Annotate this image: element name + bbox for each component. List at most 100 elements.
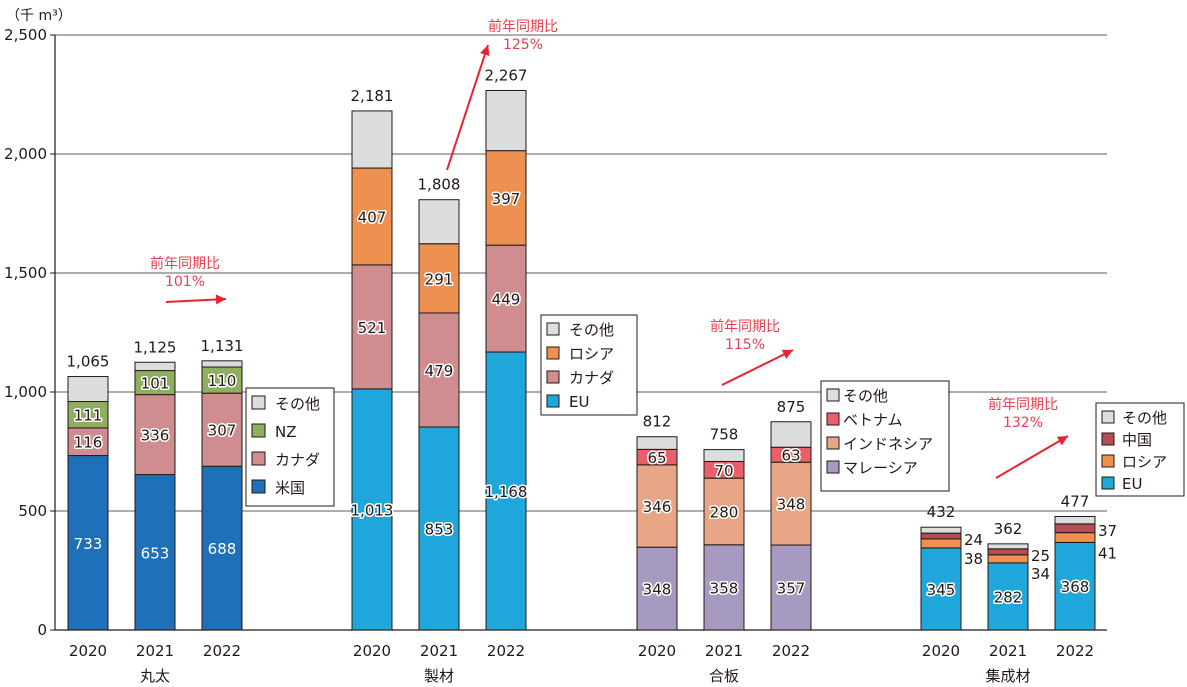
- x-tick-label-year: 2020: [353, 642, 391, 660]
- legend-swatch: [826, 412, 840, 426]
- bar-total-label: 2,181: [351, 87, 394, 105]
- y-tick-label: 1,500: [4, 264, 47, 282]
- segment-value-label: 449: [492, 291, 521, 309]
- y-tick-label: 2,500: [4, 26, 47, 44]
- segment-value-label: 348: [643, 581, 672, 599]
- segment-value-label: 65: [647, 449, 666, 467]
- bar-segment-丸太-2022-米国: [201, 465, 243, 631]
- legend-label: EU: [569, 393, 589, 411]
- bar-segment-製材-2020-カナダ: [351, 264, 393, 390]
- legend-swatch: [1101, 410, 1115, 424]
- bar-segment-集成材-2021-中国: [987, 548, 1029, 556]
- x-tick-label-year: 2022: [1056, 642, 1094, 660]
- legend-label: インドネシア: [843, 435, 933, 453]
- x-tick-label-year: 2022: [203, 642, 241, 660]
- bar-total-label: 1,125: [134, 338, 177, 356]
- segment-value-label: 282: [994, 588, 1023, 606]
- x-category-label: 丸太: [140, 667, 170, 685]
- segment-value-label: 116: [74, 434, 103, 452]
- bar-segment-製材-2021-EU: [418, 426, 460, 631]
- bar-segment-丸太-2022-その他: [201, 360, 243, 368]
- legend-label: マレーシア: [843, 459, 918, 477]
- bar-total-label: 362: [994, 520, 1023, 538]
- yoy-annotation-value: 101%: [165, 274, 205, 290]
- legend-swatch: [826, 436, 840, 450]
- segment-value-label: 348: [777, 496, 806, 514]
- bar-segment-製材-2020-EU: [351, 388, 393, 631]
- x-category-label: 集成材: [985, 667, 1030, 685]
- segment-value-label: 357: [777, 580, 806, 598]
- trend-arrow-line: [446, 44, 489, 171]
- legend-label: ベトナム: [843, 411, 903, 429]
- x-category-label: 合板: [709, 667, 739, 685]
- bar-segment-合板-2020-マレーシア: [636, 546, 678, 631]
- y-tick-label: 0: [37, 621, 47, 639]
- x-tick-label-year: 2020: [69, 642, 107, 660]
- bar-segment-合板-2022-マレーシア: [770, 544, 812, 631]
- legend-label: 中国: [1122, 431, 1152, 449]
- bar-segment-丸太-2020-カナダ: [67, 427, 109, 457]
- y-tick-label: 1,000: [4, 383, 47, 401]
- segment-value-label: 853: [425, 520, 454, 538]
- bar-segment-集成材-2022-その他: [1054, 515, 1096, 525]
- segment-value-label: 110: [208, 372, 237, 390]
- x-tick-label-year: 2021: [420, 642, 458, 660]
- x-tick-label-year: 2021: [989, 642, 1027, 660]
- bar-segment-集成材-2020-EU: [920, 547, 962, 631]
- y-tick-label: 500: [18, 502, 47, 520]
- legend-label: 米国: [275, 479, 305, 497]
- bar-segment-製材-2021-その他: [418, 199, 460, 245]
- arrow-head-icon: [781, 349, 793, 359]
- bar-segment-製材-2022-カナダ: [485, 244, 527, 353]
- segment-side-label: 41: [1098, 544, 1117, 562]
- segment-value-label: 358: [710, 579, 739, 597]
- bar-total-label: 875: [777, 398, 806, 416]
- legend-swatch: [1101, 432, 1115, 446]
- bar-total-label: 812: [643, 413, 672, 431]
- bar-segment-丸太-2021-米国: [134, 474, 176, 631]
- bar-segment-合板-2020-インドネシア: [636, 464, 678, 548]
- bar-total-label: 2,267: [485, 66, 528, 84]
- segment-value-label: 307: [208, 422, 237, 440]
- arrow-head-icon: [480, 45, 490, 57]
- segment-value-label: 479: [425, 362, 454, 380]
- yoy-annotation-title: 前年同期比: [710, 318, 780, 335]
- bar-segment-集成材-2022-EU: [1054, 541, 1096, 631]
- yoy-annotation-value: 125%: [503, 37, 543, 53]
- bar-segment-集成材-2020-ロシア: [920, 538, 962, 549]
- bar-segment-合板-2022-その他: [770, 421, 812, 448]
- bar-segment-集成材-2021-EU: [987, 562, 1029, 631]
- segment-value-label: 733: [74, 535, 103, 553]
- segment-side-label: 25: [1031, 547, 1050, 565]
- segment-side-label: 24: [964, 531, 983, 549]
- legend-label: EU: [1122, 475, 1142, 493]
- legend-label: ロシア: [1122, 453, 1167, 471]
- segment-value-label: 101: [141, 375, 170, 393]
- bar-segment-丸太-2021-NZ: [134, 370, 176, 396]
- segment-value-label: 521: [358, 319, 387, 337]
- segment-value-label: 63: [781, 447, 800, 465]
- segment-value-label: 1,013: [351, 501, 394, 519]
- bar-segment-製材-2022-EU: [485, 351, 527, 631]
- x-tick-label-year: 2020: [638, 642, 676, 660]
- x-category-label: 製材: [424, 667, 454, 685]
- bar-total-label: 1,808: [418, 176, 461, 194]
- yoy-annotation-title: 前年同期比: [150, 255, 220, 272]
- legend-swatch: [251, 395, 266, 410]
- annotations: 前年同期比 101% 前年同期比 125% 前年同期比 115% 前年同期比 132%: [150, 18, 1069, 479]
- segment-value-label: 688: [208, 540, 237, 558]
- legend-swatch: [546, 394, 560, 408]
- legend-swatch: [251, 479, 266, 494]
- segment-value-label: 1,168: [485, 483, 528, 501]
- trend-arrow-line: [165, 298, 227, 303]
- bar-total-label: 1,131: [201, 337, 244, 355]
- legend-swatch: [826, 388, 840, 402]
- segment-value-label: 397: [492, 190, 521, 208]
- legend-box: [820, 380, 950, 492]
- yoy-annotation-title: 前年同期比: [488, 18, 558, 35]
- legend-swatch: [546, 370, 560, 384]
- bar-segment-製材-2020-ロシア: [351, 167, 393, 266]
- segment-value-label: 291: [425, 270, 454, 288]
- legend-label: その他: [1122, 409, 1167, 427]
